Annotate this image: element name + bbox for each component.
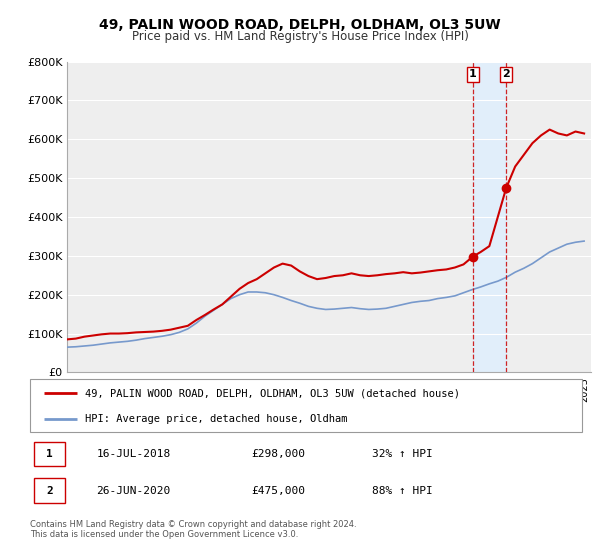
Bar: [473, 62, 506, 372]
FancyBboxPatch shape: [30, 379, 582, 432]
Text: Contains HM Land Registry data © Crown copyright and database right 2024.: Contains HM Land Registry data © Crown c…: [30, 520, 356, 529]
Text: £475,000: £475,000: [251, 486, 305, 496]
FancyBboxPatch shape: [34, 478, 65, 503]
Text: 49, PALIN WOOD ROAD, DELPH, OLDHAM, OL3 5UW (detached house): 49, PALIN WOOD ROAD, DELPH, OLDHAM, OL3 …: [85, 389, 460, 399]
Text: 1: 1: [46, 449, 53, 459]
Text: 2: 2: [46, 486, 53, 496]
Text: £298,000: £298,000: [251, 449, 305, 459]
Text: HPI: Average price, detached house, Oldham: HPI: Average price, detached house, Oldh…: [85, 414, 348, 424]
Text: 2: 2: [502, 69, 510, 80]
Text: 16-JUL-2018: 16-JUL-2018: [96, 449, 170, 459]
Text: 49, PALIN WOOD ROAD, DELPH, OLDHAM, OL3 5UW: 49, PALIN WOOD ROAD, DELPH, OLDHAM, OL3 …: [99, 18, 501, 32]
Text: 32% ↑ HPI: 32% ↑ HPI: [372, 449, 433, 459]
Text: 1: 1: [469, 69, 476, 80]
Text: Price paid vs. HM Land Registry's House Price Index (HPI): Price paid vs. HM Land Registry's House …: [131, 30, 469, 43]
Text: 26-JUN-2020: 26-JUN-2020: [96, 486, 170, 496]
Text: 88% ↑ HPI: 88% ↑ HPI: [372, 486, 433, 496]
FancyBboxPatch shape: [34, 442, 65, 466]
Text: This data is licensed under the Open Government Licence v3.0.: This data is licensed under the Open Gov…: [30, 530, 298, 539]
